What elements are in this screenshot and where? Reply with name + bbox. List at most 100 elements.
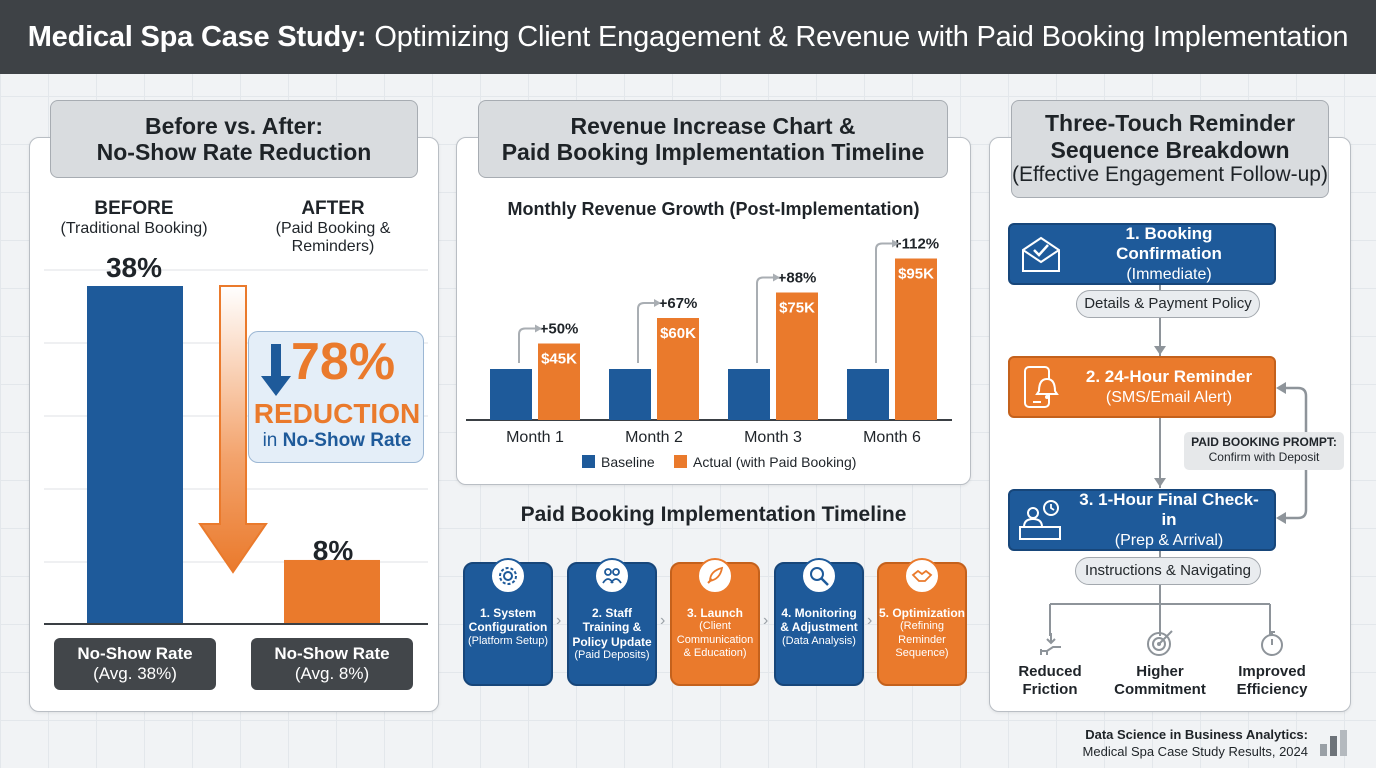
growth-label: +50% [540, 321, 579, 338]
middle-title-line1: Revenue Increase Chart & [570, 112, 856, 139]
timeline-step-desc: (Refining Reminder Sequence) [895, 620, 949, 659]
gear-icon [490, 558, 526, 594]
after-bar [284, 559, 380, 624]
chart-title: Monthly Revenue Growth (Post-Implementat… [507, 199, 920, 219]
growth-arrowhead [892, 239, 899, 248]
reduction-in: in [262, 430, 278, 451]
result-3-line1: Improved [1238, 663, 1306, 680]
magnifier-icon [801, 558, 837, 594]
after-header: AFTER (Paid Booking & Reminders) [250, 198, 416, 257]
baseline-bar [847, 369, 889, 420]
legend-label: Baseline [601, 454, 655, 470]
step3-sub: (Prep & Arrival) [1114, 531, 1224, 549]
footer-line2: Medical Spa Case Study Results, 2024 [1082, 743, 1308, 759]
left-panel-title: Before vs. After: No-Show Rate Reduction [50, 100, 418, 178]
footer-credit: Data Science in Business Analytics: Medi… [1083, 727, 1308, 761]
rocket-icon [697, 558, 733, 594]
step2-sub: (SMS/Email Alert) [1105, 388, 1233, 406]
reduction-metric: No-Show Rate [282, 430, 412, 451]
timeline-step-title: 3. Launch [686, 606, 743, 620]
right-title-line1: Three-Touch Reminder [1044, 110, 1296, 137]
result-2-line2: Commitment [1114, 681, 1206, 698]
legend-label: Actual (with Paid Booking) [693, 454, 856, 470]
envelope-icon [1010, 225, 1072, 283]
growth-arrow [637, 302, 655, 363]
actual-bar [776, 292, 818, 420]
right-panel-title: Three-Touch Reminder Sequence Breakdown … [1011, 100, 1329, 198]
result-commitment: Higher Commitment [1105, 663, 1215, 699]
team-icon [594, 558, 630, 594]
result-2-line1: Higher [1136, 663, 1184, 680]
branch-lines [1049, 600, 1271, 636]
right-title-line2: Sequence Breakdown [1050, 136, 1290, 163]
after-caption-2: (Avg. 8%) [294, 664, 370, 683]
growth-arrowhead [654, 299, 661, 307]
x-tick-label: Month 1 [506, 429, 564, 446]
growth-label: +88% [778, 270, 817, 287]
timeline-step-desc: (Paid Deposits) [574, 649, 650, 662]
result-friction: Reduced Friction [995, 663, 1105, 699]
before-header: BEFORE (Traditional Booking) [44, 198, 224, 238]
reduction-word: REDUCTION [253, 398, 421, 429]
actual-bar [657, 318, 699, 420]
timeline-title: Paid Booking Implementation Timeline [520, 503, 907, 526]
handshake-icon [904, 558, 940, 594]
after-title: AFTER [301, 198, 365, 219]
down-arrow-icon [261, 344, 291, 396]
stopwatch-icon [1261, 631, 1283, 656]
growth-arrowhead [773, 273, 780, 282]
revenue-chart: $45K +50% Month 1 $60K +67% Month 2 $75K +88% Mo… [466, 236, 952, 470]
growth-arrowhead [535, 324, 542, 333]
timeline-step: 5. Optimization (Refining Reminder Sequen… [877, 558, 967, 686]
result-efficiency: Improved Efficiency [1217, 663, 1327, 699]
after-note-2: Reminders) [291, 238, 375, 256]
left-title-line2: No-Show Rate Reduction [96, 139, 372, 165]
after-caption-1: No-Show Rate [274, 643, 390, 663]
reduction-value: 78% [291, 333, 396, 391]
connector-1 [1159, 284, 1161, 356]
target-icon [1147, 630, 1173, 656]
growth-arrow [756, 276, 774, 363]
timeline-step: 3. Launch (Client Communication & Educati… [670, 558, 760, 686]
title-bold: Medical Spa Case Study: [27, 20, 367, 53]
footer-line1: Data Science in Business Analytics: [1085, 727, 1308, 742]
chevron-right-icon: › [556, 612, 562, 629]
result-3-line2: Efficiency [1236, 681, 1308, 698]
hand-icon [1040, 633, 1061, 655]
step-final-checkin: 3. 1-Hour Final Check-in (Prep & Arrival… [1008, 489, 1276, 551]
paid-booking-prompt: PAID BOOKING PROMPT: Confirm with Deposi… [1184, 432, 1344, 470]
reduction-callout: 78% REDUCTION in No-Show Rate [248, 331, 424, 463]
bar-data-label: $95K [898, 266, 934, 283]
timeline-step: 2. Staff Training & Policy Update (Paid D… [567, 558, 657, 686]
baseline-bar [609, 369, 651, 420]
growth-label: +67% [659, 295, 698, 312]
timeline-step-desc: (Platform Setup) [467, 634, 549, 647]
growth-arrow [518, 327, 536, 363]
prompt-title: PAID BOOKING PROMPT: [1191, 435, 1337, 449]
bar-data-label: $60K [660, 325, 696, 342]
timeline-step-desc: (Client Communication & Education) [676, 620, 754, 659]
before-caption-2: (Avg. 38%) [93, 664, 177, 683]
timeline-step: 4. Monitoring & Adjustment (Data Analysis… [774, 558, 864, 686]
step2-title: 2. 24-Hour Reminder [1085, 367, 1253, 387]
after-note-1: (Paid Booking & [275, 220, 391, 237]
pill-details: Details & Payment Policy [1076, 290, 1260, 318]
before-caption-1: No-Show Rate [77, 643, 193, 663]
baseline-bar [728, 369, 770, 420]
middle-panel-title: Revenue Increase Chart & Paid Booking Im… [478, 100, 948, 178]
timeline-step-title: 5. Optimization [879, 606, 966, 620]
step3-title: 3. 1-Hour Final Check-in [1079, 490, 1259, 530]
before-caption: No-Show Rate (Avg. 38%) [54, 638, 216, 690]
actual-bar [538, 343, 580, 420]
bar-data-label: $45K [541, 351, 577, 368]
before-percent: 38% [105, 252, 163, 283]
baseline-bar [490, 369, 532, 420]
bar-chart-logo-icon [1320, 730, 1347, 756]
title-rest: Optimizing Client Engagement & Revenue w… [374, 20, 1349, 53]
step-24h-reminder: 2. 24-Hour Reminder (SMS/Email Alert) [1008, 356, 1276, 418]
page-header: Medical Spa Case Study: Optimizing Clien… [0, 0, 1376, 74]
before-note: (Traditional Booking) [60, 220, 208, 237]
timeline-step-title: 1. System Configuration [468, 606, 548, 635]
middle-title-line2: Paid Booking Implementation Timeline [501, 139, 925, 165]
x-tick-label: Month 2 [625, 429, 683, 446]
